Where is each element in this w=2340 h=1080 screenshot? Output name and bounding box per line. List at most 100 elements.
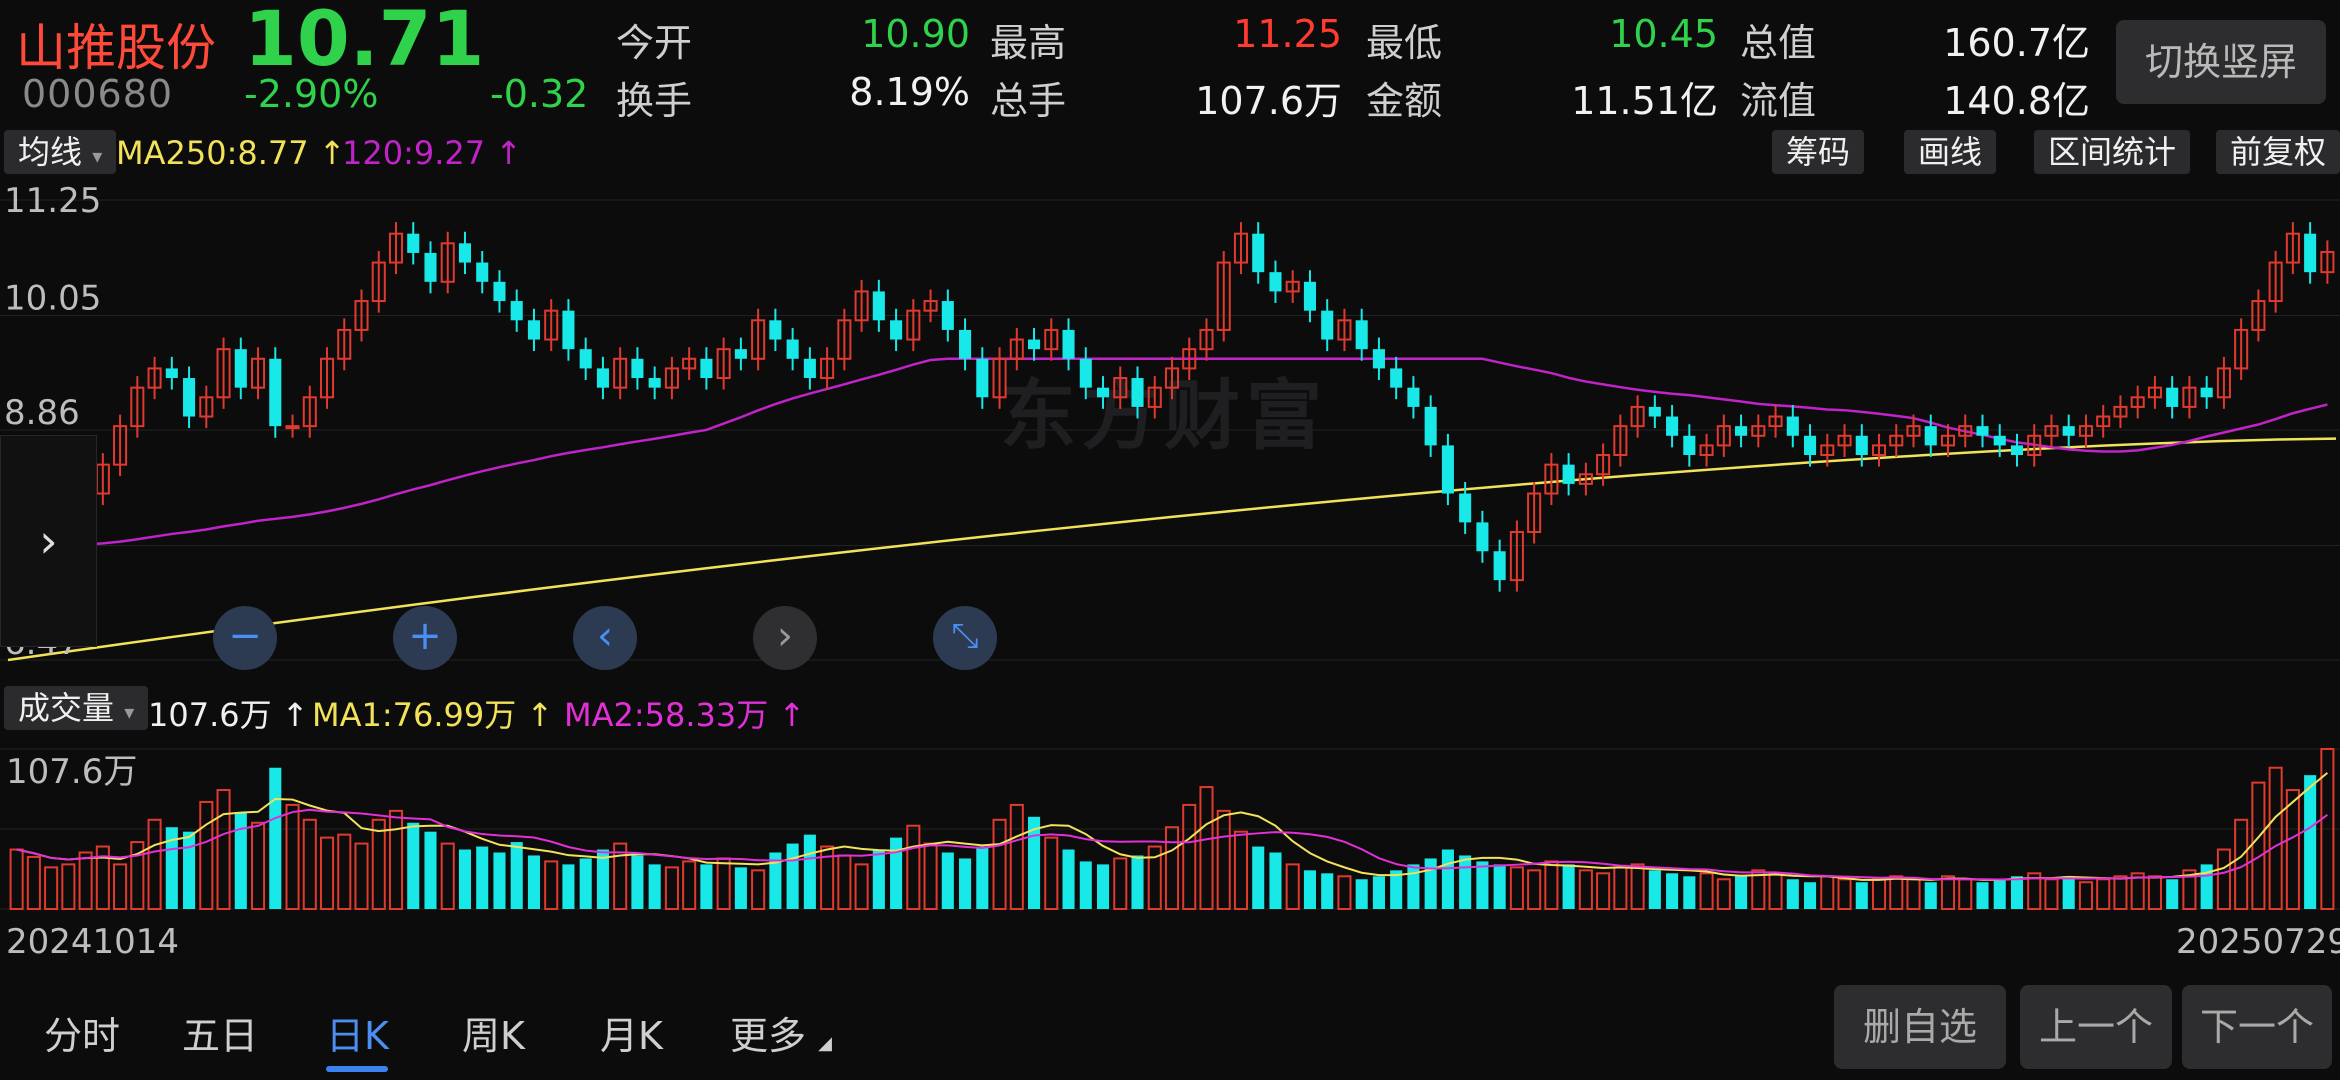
- volume-bar-up: [1182, 803, 1197, 910]
- watermark: 东方财富: [1000, 371, 1328, 460]
- volume-bar-up: [1871, 878, 1887, 910]
- expand-arrow-button[interactable]: ›: [0, 435, 97, 647]
- remove-watchlist-button[interactable]: 删自选: [1834, 985, 2006, 1069]
- candle-down: [2200, 387, 2213, 398]
- volume-bar-up: [837, 854, 852, 910]
- volume-bar-up: [1578, 869, 1593, 910]
- volume-bar-up: [1630, 863, 1645, 910]
- candle-up: [1751, 425, 1766, 437]
- candle-up: [251, 357, 266, 389]
- volume-bar-up: [544, 860, 559, 911]
- volume-bar-up: [2268, 766, 2283, 911]
- volume-bar-down: [631, 855, 644, 909]
- mktcap-value: 160.7亿: [1943, 21, 2090, 65]
- candle-down: [596, 368, 609, 388]
- volume-selector[interactable]: 成交量 ▾: [4, 686, 149, 730]
- volume-bar-down: [786, 843, 799, 909]
- float-label: 流值: [1740, 79, 1817, 123]
- volume-bar-up: [1044, 836, 1059, 910]
- candle-up: [2130, 396, 2145, 408]
- vol-ma2-value: MA2:58.33万: [564, 696, 769, 734]
- pan-right-button[interactable]: ›: [753, 606, 817, 670]
- volume-bar-down: [941, 852, 954, 909]
- volume-bar-down: [1993, 879, 2006, 909]
- zoom-out-button[interactable]: −: [213, 606, 277, 670]
- forward-adjust-button[interactable]: 前复权: [2216, 130, 2340, 174]
- volume-bar-down: [579, 858, 592, 909]
- volume-bar-up: [716, 857, 731, 911]
- previous-button[interactable]: 上一个: [2020, 985, 2172, 1069]
- tab-five-day[interactable]: 五日: [182, 1014, 259, 1058]
- pan-left-button[interactable]: ‹: [573, 606, 637, 670]
- chips-button[interactable]: 筹码: [1772, 130, 1865, 174]
- volume-bar-up: [1216, 809, 1231, 910]
- candle-up: [1837, 434, 1852, 447]
- volume-bar-up: [440, 842, 455, 910]
- candle-down: [1390, 368, 1403, 388]
- tab-daily-k[interactable]: 日K: [326, 1014, 389, 1058]
- volume-bar-down: [1666, 873, 1679, 909]
- candle-down: [1648, 406, 1661, 417]
- volume-bar-up: [9, 848, 24, 910]
- tab-more-label: 更多: [730, 1014, 807, 1058]
- shrink-button[interactable]: ⤡: [933, 606, 997, 670]
- candle-down: [1976, 426, 1989, 436]
- change-amount: -0.32: [490, 72, 589, 116]
- tab-weekly-k[interactable]: 周K: [462, 1014, 525, 1058]
- volume-bar-down: [596, 849, 609, 909]
- volume-bar-up: [1544, 860, 1559, 911]
- volume-bar-up: [1889, 875, 1904, 910]
- volume-bar-up: [1699, 872, 1714, 911]
- zoom-in-button[interactable]: +: [393, 606, 457, 670]
- volume-bar-up: [2182, 869, 2197, 910]
- vol-ma1-readout: MA1:76.99万 ↑: [312, 690, 553, 736]
- volume-bar-down: [1976, 882, 1989, 909]
- up-arrow-icon: ↑: [526, 696, 554, 734]
- corner-triangle-icon: ◢: [818, 1033, 832, 1054]
- candle-up: [1768, 415, 1783, 428]
- candle-up: [854, 290, 869, 322]
- candle-down: [1855, 435, 1868, 456]
- volume-chart[interactable]: 107.6万: [0, 737, 2340, 912]
- candle-down: [424, 252, 437, 282]
- volume-bar-down: [1062, 849, 1075, 909]
- up-arrow-icon: ↑: [318, 134, 346, 172]
- candle-up: [440, 242, 455, 283]
- volume-bar-down: [165, 827, 178, 909]
- range-stats-button[interactable]: 区间统计: [2034, 130, 2191, 174]
- volume-bar-down: [1321, 873, 1334, 909]
- candle-down: [1666, 416, 1679, 436]
- up-arrow-icon: ↑: [495, 134, 523, 172]
- candle-up: [337, 328, 352, 360]
- ma-selector[interactable]: 均线 ▾: [4, 130, 117, 174]
- volume-bar-up: [1906, 878, 1921, 910]
- volume-bar-down: [1096, 864, 1110, 909]
- candle-down: [579, 349, 592, 369]
- candle-up: [1147, 386, 1162, 408]
- volume-bar-up: [682, 860, 697, 911]
- next-button[interactable]: 下一个: [2182, 985, 2332, 1069]
- volume-bar-down: [959, 858, 972, 909]
- volume-bar-down: [493, 852, 506, 909]
- tab-intraday[interactable]: 分时: [44, 1014, 121, 1058]
- candle-up: [716, 348, 731, 380]
- up-arrow-icon: ↑: [281, 696, 309, 734]
- candle-down: [2062, 426, 2075, 436]
- minus-icon: −: [228, 613, 262, 659]
- volume-bar-up: [1958, 878, 1973, 910]
- volume-bar-down: [424, 831, 437, 909]
- volume-bar-up: [906, 824, 921, 910]
- tab-monthly-k[interactable]: 月K: [600, 1014, 663, 1058]
- switch-portrait-button[interactable]: 切换竖屏: [2116, 20, 2326, 104]
- draw-line-button[interactable]: 画线: [1904, 130, 1997, 174]
- candle-up: [751, 319, 766, 360]
- open-label: 今开: [616, 21, 693, 65]
- volume-bar-up: [613, 842, 628, 910]
- volume-bar-down: [1648, 870, 1661, 909]
- tab-more[interactable]: 更多 ◢: [730, 1005, 832, 1060]
- volume-bar-down: [1372, 876, 1385, 909]
- open-value: 10.90: [861, 12, 970, 56]
- candle-down: [234, 349, 247, 388]
- candle-up: [1216, 261, 1231, 331]
